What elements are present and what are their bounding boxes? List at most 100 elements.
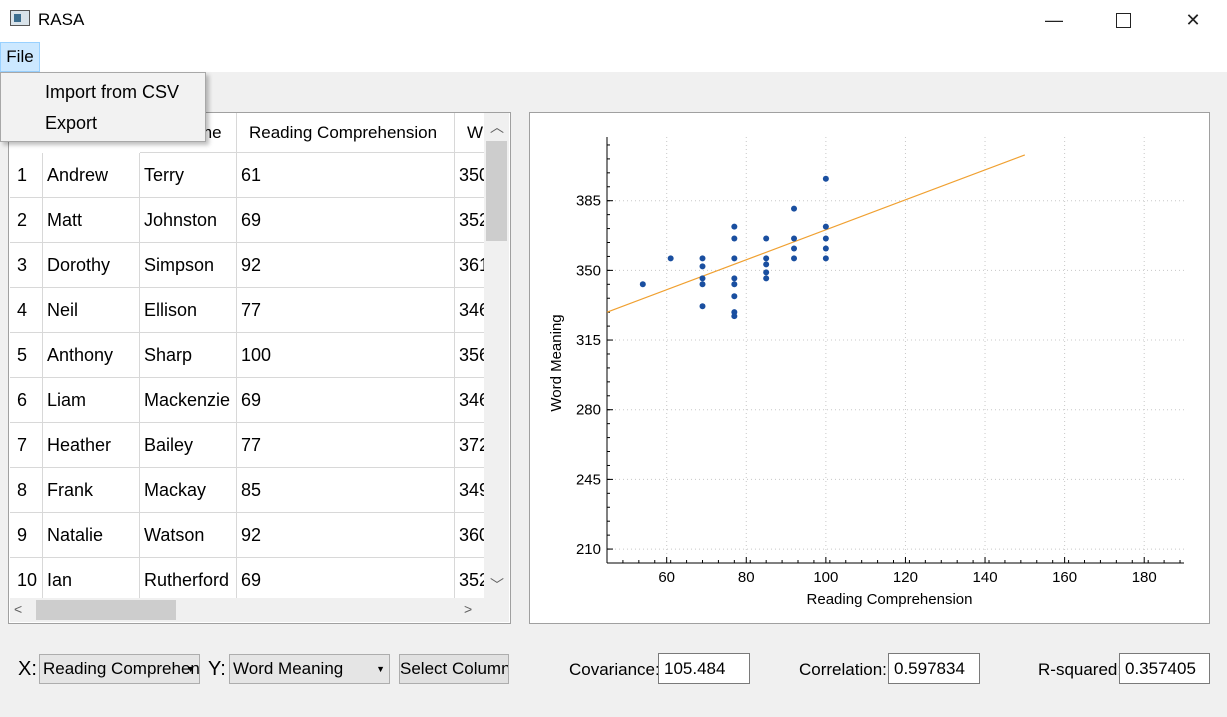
first-name-cell[interactable]: Heather (43, 423, 140, 468)
table-row[interactable]: 2MattJohnston69352 (10, 198, 484, 243)
row-number[interactable]: 8 (10, 468, 43, 513)
table-row[interactable]: 3DorothySimpson92361 (10, 243, 484, 288)
reading-comprehension-cell[interactable]: 85 (237, 468, 455, 513)
app-window-icon (10, 10, 30, 26)
covariance-field[interactable]: 105.484 (658, 653, 750, 684)
word-meaning-cell[interactable]: 356 (455, 333, 484, 378)
data-point (699, 255, 706, 262)
row-number[interactable]: 4 (10, 288, 43, 333)
last-name-cell[interactable]: Bailey (140, 423, 237, 468)
r-squared-field[interactable]: 0.357405 (1119, 653, 1210, 684)
row-number[interactable]: 9 (10, 513, 43, 558)
data-point (731, 281, 738, 288)
select-columns-button[interactable]: Select Columns (399, 654, 509, 684)
x-column-value: Reading Comprehension (43, 659, 200, 678)
table-row[interactable]: 1AndrewTerry61350 (10, 153, 484, 198)
last-name-cell[interactable]: Ellison (140, 288, 237, 333)
word-meaning-cell[interactable]: 349 (455, 468, 484, 513)
x-axis-selector-label: X: (18, 658, 37, 680)
first-name-cell[interactable]: Liam (43, 378, 140, 423)
data-point (822, 175, 829, 182)
maximize-button[interactable] (1100, 0, 1146, 40)
reading-comprehension-cell[interactable]: 61 (237, 153, 455, 198)
menu-file[interactable]: File (0, 42, 40, 72)
word-meaning-cell[interactable]: 346 (455, 288, 484, 333)
data-table[interactable]: me Reading Comprehension W 1 Andrew Terry 6… (10, 113, 484, 598)
word-meaning-cell[interactable]: 346 (455, 378, 484, 423)
correlation-field[interactable]: 0.597834 (888, 653, 980, 684)
first-name-cell[interactable]: Dorothy (43, 243, 140, 288)
word-meaning-cell[interactable]: 372 (455, 423, 484, 468)
table-row[interactable]: 4NeilEllison77346 (10, 288, 484, 333)
row-number[interactable]: 3 (10, 243, 43, 288)
last-name-cell[interactable]: Watson (140, 513, 237, 558)
y-tick-label: 210 (576, 541, 601, 558)
reading-comprehension-cell[interactable]: 69 (237, 198, 455, 243)
first-name-cell[interactable]: Ian (43, 558, 140, 598)
minimize-button[interactable]: — (1031, 0, 1077, 40)
reading-comprehension-cell[interactable]: 77 (237, 288, 455, 333)
first-name-cell[interactable]: Neil (43, 288, 140, 333)
last-name-cell[interactable]: Terry (140, 153, 237, 198)
data-point (822, 245, 829, 252)
word-meaning-cell[interactable]: 350 (455, 153, 484, 198)
chart-ticks: 60 80 100 120 140 160 180 210 245 280 315 350 385 (576, 193, 1157, 586)
first-name-cell[interactable]: Andrew (43, 153, 140, 198)
close-button[interactable]: ✕ (1170, 0, 1216, 40)
x-tick-label: 160 (1052, 569, 1077, 586)
table-row[interactable]: 6LiamMackenzie69346 (10, 378, 484, 423)
column-header-word-meaning[interactable]: W (455, 113, 484, 153)
word-meaning-cell[interactable]: 352 (455, 198, 484, 243)
reading-comprehension-cell[interactable]: 77 (237, 423, 455, 468)
y-column-dropdown[interactable]: Word Meaning ▼ (229, 654, 390, 684)
menu-item-export[interactable]: Export (45, 113, 98, 133)
scroll-left-icon[interactable]: < (14, 601, 23, 617)
reading-comprehension-cell[interactable]: 100 (237, 333, 455, 378)
word-meaning-cell[interactable]: 360 (455, 513, 484, 558)
reading-comprehension-cell[interactable]: 69 (237, 378, 455, 423)
scroll-right-icon[interactable]: > (464, 601, 473, 617)
table-row[interactable]: 7HeatherBailey77372 (10, 423, 484, 468)
reading-comprehension-cell[interactable]: 92 (237, 513, 455, 558)
data-point (763, 275, 770, 282)
row-number[interactable]: 2 (10, 198, 43, 243)
first-name-cell[interactable]: Frank (43, 468, 140, 513)
last-name-cell[interactable]: Sharp (140, 333, 237, 378)
table-row[interactable]: 10IanRutherford69352 (10, 558, 484, 598)
row-number[interactable]: 10 (10, 558, 43, 598)
horizontal-scrollbar[interactable]: < > (10, 598, 484, 622)
reading-comprehension-cell[interactable]: 92 (237, 243, 455, 288)
row-number[interactable]: 7 (10, 423, 43, 468)
column-header-reading-comprehension[interactable]: Reading Comprehension (237, 113, 455, 153)
first-name-cell[interactable]: Matt (43, 198, 140, 243)
x-column-dropdown[interactable]: Reading Comprehension ▼ (39, 654, 200, 684)
horizontal-scroll-thumb[interactable] (36, 600, 176, 620)
vertical-scroll-thumb[interactable] (486, 141, 507, 241)
last-name-cell[interactable]: Mackay (140, 468, 237, 513)
table-row[interactable]: 9NatalieWatson92360 (10, 513, 484, 558)
last-name-cell[interactable]: Rutherford (140, 558, 237, 598)
menu-item-import-csv[interactable]: Import from CSV (45, 82, 180, 102)
first-name-cell[interactable]: Natalie (43, 513, 140, 558)
vertical-scrollbar[interactable]: ︿ ﹀ (484, 113, 509, 598)
reading-comprehension-cell[interactable]: 69 (237, 558, 455, 598)
word-meaning-cell[interactable]: 361 (455, 243, 484, 288)
row-number[interactable]: 5 (10, 333, 43, 378)
last-name-cell[interactable]: Simpson (140, 243, 237, 288)
last-name-cell[interactable]: Mackenzie (140, 378, 237, 423)
data-point (639, 281, 646, 288)
row-number[interactable]: 1 (10, 153, 43, 198)
scroll-down-icon[interactable]: ﹀ (490, 577, 504, 593)
data-point (763, 261, 770, 268)
x-tick-label: 60 (658, 569, 675, 586)
row-number[interactable]: 6 (10, 378, 43, 423)
x-tick-label: 100 (813, 569, 838, 586)
first-name-cell[interactable]: Anthony (43, 333, 140, 378)
close-icon: ✕ (1185, 9, 1201, 30)
last-name-cell[interactable]: Johnston (140, 198, 237, 243)
scroll-up-icon[interactable]: ︿ (490, 119, 504, 135)
minimize-icon: — (1045, 9, 1063, 30)
word-meaning-cell[interactable]: 352 (455, 558, 484, 598)
